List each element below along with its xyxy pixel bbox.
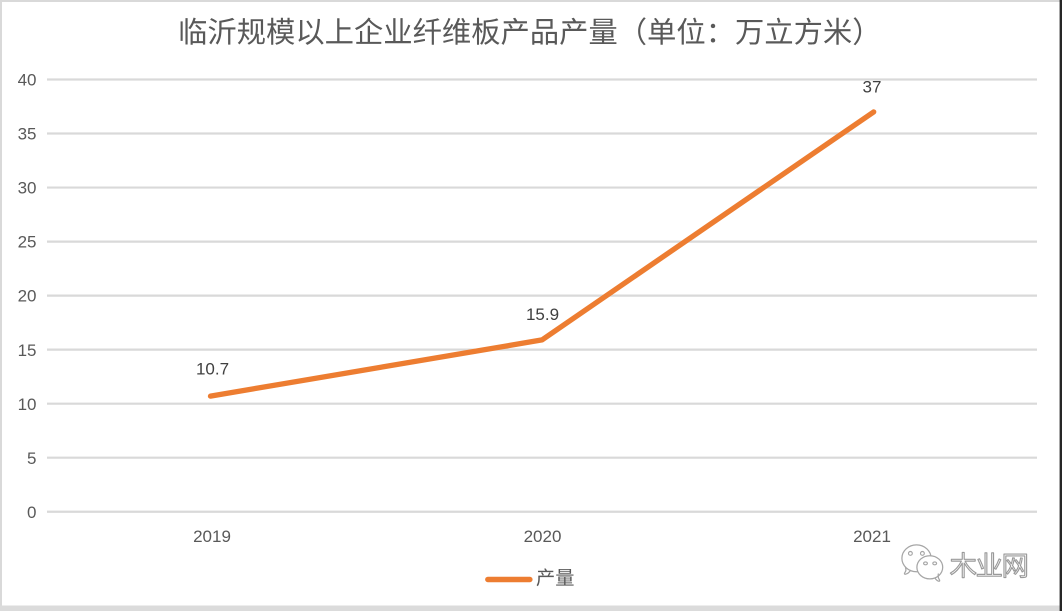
svg-text:2021: 2021 — [853, 527, 891, 546]
svg-text:37: 37 — [863, 78, 882, 97]
svg-text:2020: 2020 — [524, 527, 562, 546]
svg-text:20: 20 — [18, 287, 37, 306]
svg-text:40: 40 — [18, 71, 37, 90]
svg-text:15: 15 — [18, 341, 37, 360]
svg-text:35: 35 — [18, 125, 37, 144]
svg-text:15.9: 15.9 — [526, 305, 559, 324]
svg-text:25: 25 — [18, 233, 37, 252]
svg-text:30: 30 — [18, 179, 37, 198]
svg-text:5: 5 — [27, 449, 36, 468]
svg-text:0: 0 — [27, 503, 36, 522]
svg-text:10.7: 10.7 — [196, 360, 229, 379]
svg-text:2019: 2019 — [193, 527, 231, 546]
svg-text:10: 10 — [18, 395, 37, 414]
